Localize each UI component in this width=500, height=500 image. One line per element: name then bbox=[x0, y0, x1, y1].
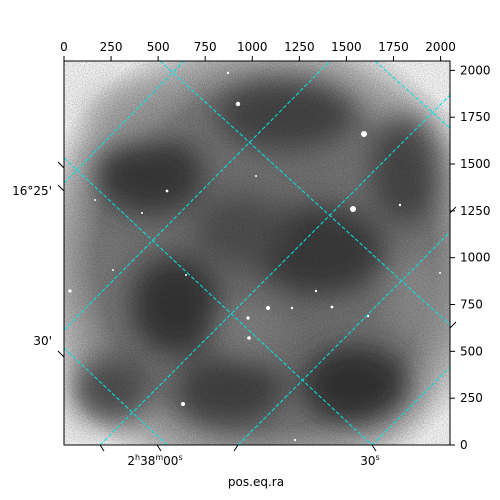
top-tick-label: 250 bbox=[100, 40, 123, 54]
left-axis: 16°25' 30' bbox=[12, 161, 65, 358]
sky-image bbox=[64, 61, 450, 445]
top-tick-label: 1000 bbox=[237, 40, 268, 54]
bottom-tick-label-ra: 2h38m00s bbox=[127, 453, 182, 468]
top-tick-label: 500 bbox=[147, 40, 170, 54]
right-tick-label: 250 bbox=[460, 391, 483, 405]
x-axis-title: pos.eq.ra bbox=[228, 475, 284, 489]
right-axis: 0 250 500 750 1000 1250 1500 1750 2000 bbox=[450, 63, 491, 452]
right-wcs-ticks bbox=[449, 206, 457, 329]
right-tick-label: 1500 bbox=[460, 157, 491, 171]
left-tick-label: 16°25' bbox=[12, 184, 52, 198]
top-tick-label: 750 bbox=[194, 40, 217, 54]
right-tick-label: 750 bbox=[460, 298, 483, 312]
plot-frame bbox=[63, 60, 451, 446]
bottom-axis: 2h38m00s 30s pos.eq.ra bbox=[99, 444, 380, 489]
top-tick-label: 2000 bbox=[425, 40, 456, 54]
top-tick-label: 1750 bbox=[378, 40, 409, 54]
top-tick-label: 1250 bbox=[284, 40, 315, 54]
right-tick-label: 0 bbox=[460, 438, 468, 452]
coordinate-grid bbox=[64, 61, 450, 445]
top-tick-label: 0 bbox=[60, 40, 68, 54]
right-tick-label: 1750 bbox=[460, 110, 491, 124]
stars bbox=[68, 71, 441, 442]
top-tick-label: 1500 bbox=[331, 40, 362, 54]
right-tick-label: 500 bbox=[460, 344, 483, 358]
right-tick-label: 1000 bbox=[460, 251, 491, 265]
bottom-tick-label-sec: 30s bbox=[360, 453, 379, 468]
left-tick-label: 30' bbox=[33, 334, 52, 348]
top-axis: 0 250 500 750 1000 1250 1500 1750 2000 bbox=[60, 40, 456, 61]
right-tick-label: 1250 bbox=[460, 204, 491, 218]
right-tick-label: 2000 bbox=[460, 63, 491, 77]
